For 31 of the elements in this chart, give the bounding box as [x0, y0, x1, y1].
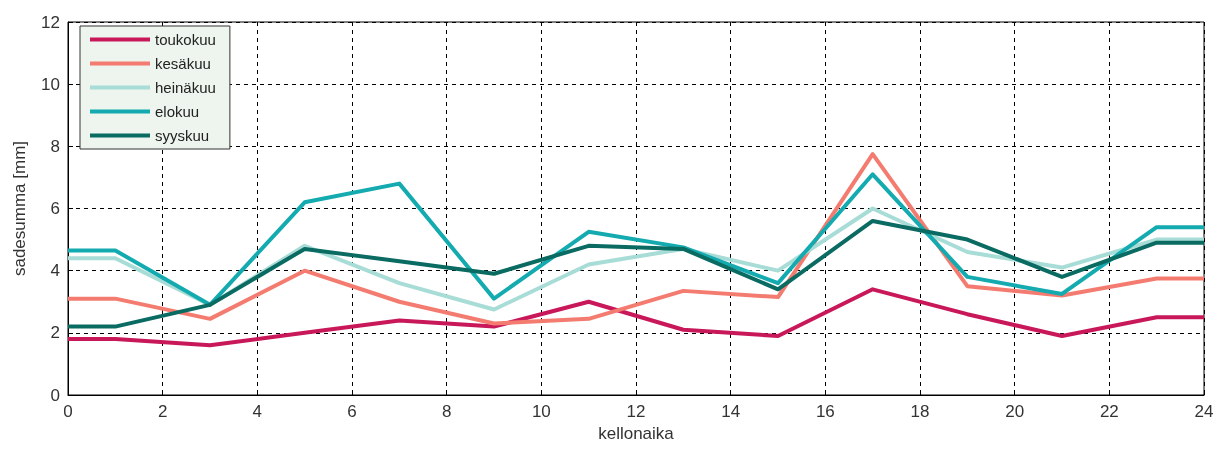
line-series — [66, 172, 1206, 307]
x-tick-label: 2 — [157, 402, 168, 421]
x-tick-label: 22 — [1099, 402, 1119, 421]
legend-label: elokuu — [155, 103, 200, 120]
x-tick-label: 6 — [347, 402, 357, 421]
x-tick-label: 0 — [63, 402, 73, 421]
x-tick-label: 14 — [721, 402, 741, 421]
y-tick-label: 12 — [41, 12, 60, 32]
line-series — [66, 287, 1206, 348]
x-tick-label: 16 — [815, 402, 835, 421]
x-tick-label: 12 — [626, 402, 646, 421]
line-series — [66, 218, 1206, 329]
y-axis-title: sadesumma [mm] — [10, 140, 29, 277]
x-tick-label: 10 — [531, 402, 551, 421]
legend-label: kesäkuu — [155, 55, 211, 72]
y-tick-label: 8 — [50, 136, 60, 156]
x-tick-label: 18 — [910, 402, 930, 421]
x-tick-label: 20 — [1005, 402, 1025, 421]
x-tick-label: 4 — [252, 402, 263, 421]
y-tick-label: 2 — [50, 323, 60, 343]
x-tick-label: 8 — [441, 402, 452, 421]
legend-label: heinäkuu — [155, 79, 216, 96]
line-series — [66, 152, 1206, 326]
x-tick-label: 24 — [1194, 402, 1214, 421]
legend-label: toukokuu — [155, 31, 216, 48]
y-tick-label: 6 — [50, 199, 60, 218]
y-tick-label: 4 — [50, 261, 60, 281]
legend-label: syyskuu — [155, 127, 210, 144]
y-tick-label: 0 — [50, 385, 60, 405]
x-axis-title: kellonaika — [598, 424, 675, 443]
y-tick-label: 10 — [41, 74, 60, 94]
